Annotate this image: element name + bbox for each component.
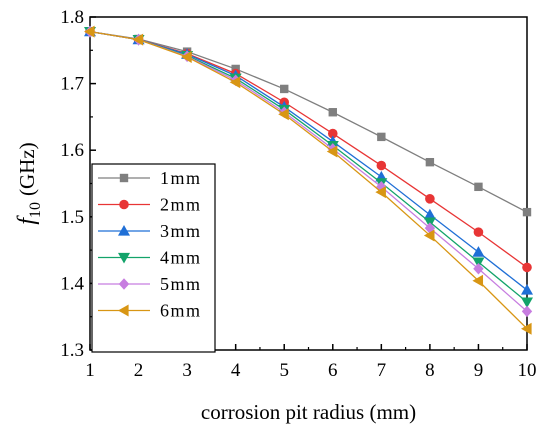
data-point [472,274,484,287]
data-point [474,182,483,192]
legend-label: 4mm [160,248,202,268]
x-tick-label: 4 [231,360,241,381]
legend-marker [119,199,129,210]
y-tick-label: 1.8 [60,7,84,28]
legend-item-5mm: 5mm [98,274,202,294]
y-tick-label: 1.4 [60,273,84,294]
data-point [424,222,436,234]
data-point [522,207,532,217]
data-point [472,257,485,269]
x-axis-title: corrosion pit radius (mm) [201,400,416,424]
x-tick-label: 8 [425,360,435,381]
x-tick-label: 5 [279,360,289,381]
legend-item-2mm: 2mm [98,195,202,215]
x-tick-label: 7 [377,360,387,381]
legend-marker [118,278,130,290]
legend-marker [118,252,130,264]
x-tick-label: 3 [182,360,192,381]
y-tick-label: 1.5 [60,207,84,228]
x-tick-label: 6 [328,360,338,381]
legend-label: 1mm [160,168,202,188]
x-tick-label: 10 [518,360,537,381]
x-tick-label: 9 [474,360,484,381]
data-point [521,305,533,318]
legend-item-1mm: 1mm [98,168,202,188]
legend-marker [119,173,129,183]
data-point [473,227,484,237]
data-point [423,208,436,220]
series-line [89,31,528,330]
data-point [423,229,435,242]
data-point [132,33,144,46]
y-axis-title-unit: (GHz) [15,142,39,196]
data-point [473,262,484,275]
data-point [472,246,485,257]
data-point [522,262,532,273]
data-point [521,284,533,295]
x-tick-label: 1 [85,360,95,381]
y-axis-title-sub: 10 [27,202,44,218]
y-tick-label: 1.7 [60,74,84,95]
legend-item-6mm: 6mm [98,301,202,321]
legend-item-3mm: 3mm [98,221,202,241]
data-point [326,145,338,158]
series-layer [84,25,533,335]
series-6mm [84,25,532,335]
legend-label: 2mm [160,195,202,215]
axes: 1 2 3 4 5 6 7 8 9 10 1.3 1.4 1.5 1.6 1.7 1.8 [60,7,536,381]
data-point [84,25,95,38]
y-axis-title-main: f [14,215,40,225]
data-point [425,157,435,167]
legend-label: 3mm [160,221,202,241]
legend-marker [118,304,129,317]
data-point [280,84,289,94]
data-point [181,50,192,63]
legend-item-4mm: 4mm [98,248,202,268]
data-point [328,108,337,117]
data-point [521,297,533,309]
legend-marker [118,225,130,236]
legend-label: 5mm [160,274,202,294]
y-axis-title: f10 (GHz) [14,142,44,224]
legend: 1mm 2mm 3mm 4mm 5mm 6mm [91,163,216,353]
data-point [229,76,241,89]
series-line [89,31,528,213]
data-point [376,160,387,171]
legend-label: 6mm [160,301,202,321]
data-point [375,186,386,199]
data-point [521,322,532,335]
y-tick-label: 1.6 [60,140,84,161]
data-point [278,108,289,121]
data-point [377,132,386,142]
data-point [425,194,435,204]
y-tick-label: 1.3 [60,340,84,361]
data-point [327,128,338,139]
x-tick-label: 2 [134,360,144,381]
